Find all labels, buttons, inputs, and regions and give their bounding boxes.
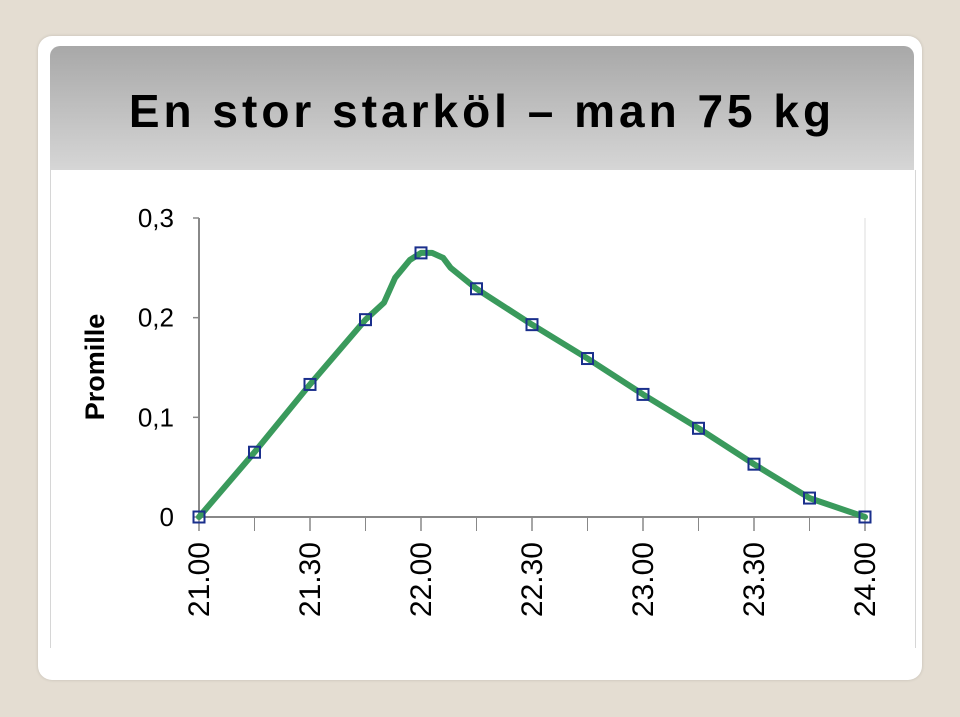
x-tick-label: 22.00 bbox=[405, 542, 438, 617]
chart-title: En stor starköl – man 75 kg bbox=[128, 85, 836, 137]
series-layer bbox=[196, 249, 868, 520]
data-point-marker bbox=[192, 510, 206, 524]
plot-area bbox=[50, 170, 916, 648]
labels-layer: 0 0,1 0,2 0,3 21.00 21.30 22.00 22.30 23.00 23.30… bbox=[80, 203, 882, 617]
data-point-marker bbox=[803, 491, 816, 505]
x-tick-label: 21.00 bbox=[183, 542, 216, 617]
y-tick-label: 0,2 bbox=[138, 303, 174, 333]
y-axis-label: Promille bbox=[80, 314, 110, 421]
data-point-marker bbox=[692, 421, 705, 435]
x-tick-label: 22.30 bbox=[516, 542, 549, 617]
title-bar bbox=[50, 46, 914, 170]
x-tick-label: 23.30 bbox=[738, 542, 771, 617]
y-tick-label: 0,3 bbox=[138, 203, 174, 233]
data-point-marker bbox=[414, 246, 428, 260]
markers-layer bbox=[192, 246, 872, 524]
data-point-marker bbox=[858, 510, 872, 524]
data-point-marker bbox=[248, 445, 261, 459]
y-tick-label: 0,1 bbox=[138, 402, 174, 432]
y-tick-label: 0 bbox=[160, 502, 174, 532]
data-point-marker bbox=[303, 377, 317, 391]
data-point-marker bbox=[359, 313, 372, 327]
data-point-marker bbox=[636, 387, 650, 401]
data-point-marker bbox=[747, 457, 761, 471]
x-tick-label: 21.30 bbox=[294, 542, 327, 617]
data-point-marker bbox=[470, 282, 483, 296]
data-point-marker bbox=[581, 352, 594, 366]
x-tick-label: 23.00 bbox=[627, 542, 660, 617]
axes bbox=[193, 217, 866, 531]
data-point-marker bbox=[525, 318, 539, 332]
series-line bbox=[196, 249, 868, 520]
x-tick-label: 24.00 bbox=[849, 542, 882, 617]
